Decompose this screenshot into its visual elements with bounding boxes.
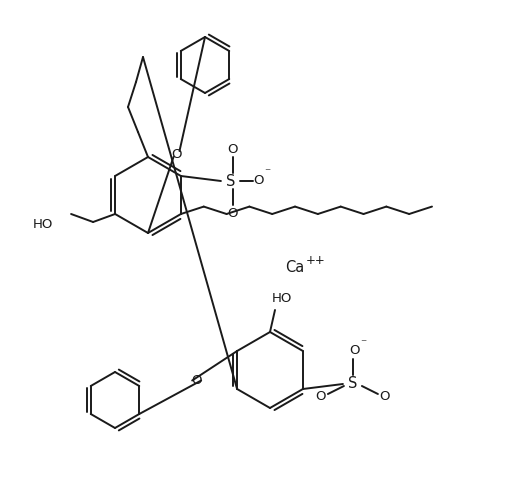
Text: ++: ++ (306, 253, 326, 267)
Text: O: O (228, 142, 238, 156)
Text: O: O (316, 390, 326, 404)
Text: HO: HO (33, 218, 53, 230)
Text: O: O (254, 173, 264, 187)
Text: O: O (350, 344, 360, 356)
Text: O: O (191, 374, 202, 387)
Text: O: O (380, 390, 390, 404)
Text: O: O (171, 147, 182, 161)
Text: HO: HO (272, 293, 292, 305)
Text: O: O (228, 207, 238, 219)
Text: Ca: Ca (286, 261, 304, 275)
Text: S: S (348, 377, 358, 391)
Text: ⁻: ⁻ (360, 337, 366, 351)
Text: S: S (226, 173, 236, 189)
Text: ⁻: ⁻ (264, 166, 270, 180)
